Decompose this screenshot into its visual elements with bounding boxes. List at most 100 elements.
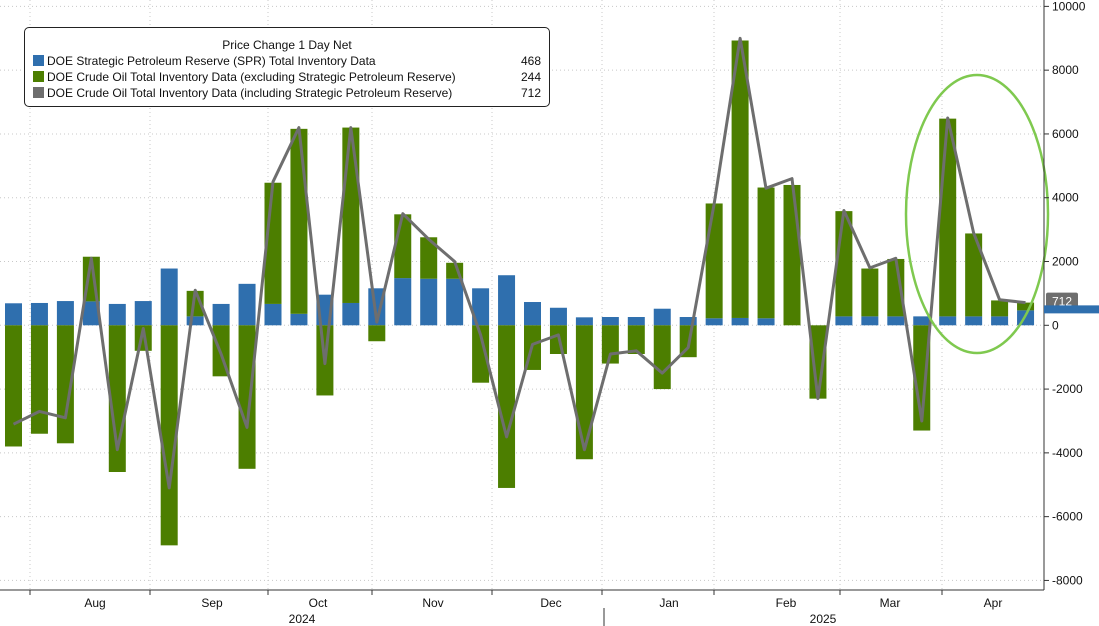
bar-crude-ex <box>368 325 386 342</box>
legend-swatch-crude-ex <box>33 71 44 82</box>
bar-spr <box>82 301 100 326</box>
bar-spr <box>186 316 204 326</box>
bar-spr <box>56 301 74 326</box>
bar-spr <box>446 278 464 326</box>
bar-crude-ex <box>472 325 490 383</box>
bar-spr <box>913 316 931 326</box>
x-tick-label: Dec <box>540 596 561 610</box>
x-tick-label: Sep <box>201 596 223 610</box>
bar-spr <box>212 303 230 326</box>
bar-spr <box>524 302 541 326</box>
bar-spr <box>653 308 671 326</box>
bar-spr <box>420 278 438 326</box>
last-value-label: 712 <box>1052 295 1072 309</box>
bar-spr <box>679 317 697 326</box>
bar-spr <box>991 316 1009 326</box>
bar-crude-ex <box>394 214 412 279</box>
bar-spr <box>887 316 905 326</box>
bar-crude-ex <box>783 184 801 326</box>
legend-row-crude-incl: DOE Crude Oil Total Inventory Data (incl… <box>25 85 549 101</box>
bar-spr <box>472 288 490 326</box>
bar-spr <box>30 302 48 326</box>
bar-spr <box>342 302 360 326</box>
bar-spr <box>731 317 749 326</box>
bar-spr <box>290 313 308 326</box>
bar-crude-ex <box>913 325 931 431</box>
bar-spr <box>264 303 282 326</box>
bar-crude-ex <box>160 325 178 546</box>
last-value-badge-secondary <box>1044 305 1099 314</box>
legend-label-crude-ex: DOE Crude Oil Total Inventory Data (excl… <box>47 70 456 84</box>
year-label-2025: 2025 <box>810 612 837 626</box>
bar-spr <box>601 317 619 326</box>
x-tick-label: Mar <box>880 596 901 610</box>
bar-spr <box>238 283 256 326</box>
bar-crude-ex <box>731 40 749 318</box>
x-tick-label: Aug <box>84 596 105 610</box>
bar-spr <box>835 316 853 326</box>
y-tick-label: 8000 <box>1052 63 1079 77</box>
y-tick-label: -2000 <box>1052 382 1083 396</box>
year-label-2024: 2024 <box>289 612 316 626</box>
annotation-ellipse <box>904 73 1050 355</box>
bar-crude-ex <box>627 325 645 354</box>
bar-crude-ex <box>965 233 983 317</box>
bar-crude-ex <box>290 128 308 314</box>
bar-spr <box>394 278 412 326</box>
bar-crude-ex <box>653 325 671 390</box>
legend-value-crude-ex: 244 <box>520 70 541 84</box>
bar-crude-ex <box>238 325 256 469</box>
x-tick-label: Feb <box>776 596 797 610</box>
bar-spr <box>575 317 593 326</box>
y-tick-label: -6000 <box>1052 510 1083 524</box>
bar-crude-ex <box>5 325 22 447</box>
bar-spr <box>134 301 152 326</box>
legend-label-crude-incl: DOE Crude Oil Total Inventory Data (incl… <box>47 86 453 100</box>
bar-spr <box>108 303 126 326</box>
legend-label-spr: DOE Strategic Petroleum Reserve (SPR) To… <box>47 54 376 68</box>
line-crude-incl <box>12 36 1026 490</box>
x-tick-label: Nov <box>422 596 443 610</box>
y-tick-label: 6000 <box>1052 127 1079 141</box>
bar-crude-ex <box>861 268 879 317</box>
y-tick-label: 2000 <box>1052 255 1079 269</box>
x-tick-label: Oct <box>309 596 328 610</box>
bar-crude-ex <box>757 187 775 319</box>
legend-value-spr: 468 <box>520 54 541 68</box>
y-tick-label: -4000 <box>1052 446 1083 460</box>
bar-spr <box>5 303 22 326</box>
y-tick-label: 4000 <box>1052 191 1079 205</box>
y-tick-label: 0 <box>1052 318 1059 332</box>
bar-crude-ex <box>342 127 360 303</box>
bar-spr <box>861 316 879 326</box>
bar-spr <box>498 275 516 326</box>
x-tick-label: Jan <box>659 596 678 610</box>
bar-spr <box>705 318 723 326</box>
x-axis-panel <box>0 590 1044 626</box>
legend-row-spr: DOE Strategic Petroleum Reserve (SPR) To… <box>25 53 549 69</box>
legend-row-crude-ex: DOE Crude Oil Total Inventory Data (excl… <box>25 69 549 85</box>
legend-value-crude-incl: 712 <box>520 86 541 100</box>
bar-crude-ex <box>56 325 74 444</box>
bar-crude-ex <box>1017 302 1035 311</box>
legend: Price Change 1 Day Net DOE Strategic Pet… <box>24 27 550 107</box>
bar-crude-ex <box>887 258 905 317</box>
bar-crude-ex <box>991 300 1009 317</box>
bar-crude-ex <box>420 237 438 279</box>
bar-spr <box>627 317 645 326</box>
bar-crude-ex <box>705 203 723 319</box>
x-tick-label: Apr <box>984 596 1003 610</box>
bar-crude-ex <box>498 325 516 488</box>
bar-spr <box>757 318 775 326</box>
bar-crude-ex <box>809 325 827 399</box>
bar-spr <box>160 268 178 326</box>
legend-swatch-crude-incl <box>33 87 44 98</box>
bar-spr <box>965 316 983 326</box>
y-tick-label: -8000 <box>1052 573 1083 587</box>
bar-crude-ex <box>575 325 593 460</box>
y-tick-label: 10000 <box>1052 0 1086 13</box>
bar-crude-ex <box>30 325 48 434</box>
legend-title: Price Change 1 Day Net <box>222 38 352 52</box>
bar-spr <box>939 316 957 326</box>
